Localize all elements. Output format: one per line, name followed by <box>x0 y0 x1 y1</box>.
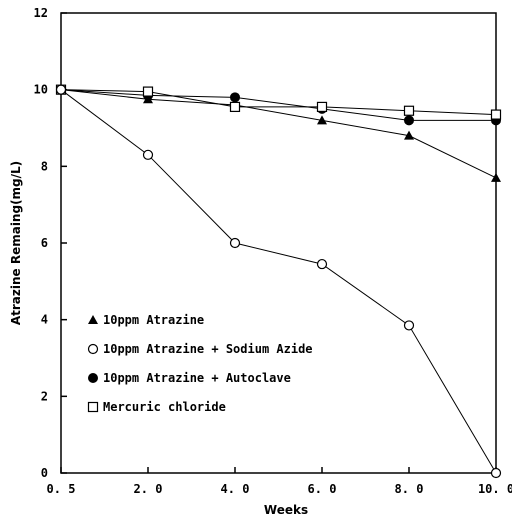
x-tick-label: 0. 5 <box>47 482 76 496</box>
series-markers-4 <box>55 84 502 120</box>
data-point <box>230 92 240 103</box>
data-point <box>490 109 502 120</box>
data-point <box>142 149 154 160</box>
data-point <box>316 101 328 113</box>
legend-label: 10ppm Atrazine + Autoclave <box>103 371 291 385</box>
data-point <box>143 94 153 104</box>
legend-label: 10ppm Atrazine <box>103 313 204 327</box>
series-line <box>60 89 497 116</box>
x-tick-label: 2. 0 <box>134 482 163 496</box>
legend-marker <box>88 315 98 324</box>
series-line <box>60 89 496 121</box>
legend-item: 10ppm Atrazine + Sodium Azide <box>87 342 313 356</box>
series-line <box>60 89 497 179</box>
series-line <box>60 89 497 474</box>
y-tick-label: 12 <box>34 6 48 20</box>
y-tick-label: 4 <box>41 313 48 327</box>
series-4 <box>60 89 497 116</box>
legend-item: Mercuric chloride <box>87 400 226 414</box>
series-3 <box>60 89 496 121</box>
legend-marker <box>87 401 99 413</box>
data-point <box>142 86 154 97</box>
data-point <box>229 237 241 249</box>
data-point <box>403 320 415 331</box>
x-tick-label: 6. 0 <box>308 482 337 496</box>
x-tick-label: 10. 0 <box>478 482 512 496</box>
legend-marker <box>87 343 99 355</box>
data-point <box>229 101 241 113</box>
data-point <box>404 115 414 126</box>
data-point <box>316 258 328 270</box>
series-markers-1 <box>56 84 501 182</box>
data-point <box>317 115 327 125</box>
axes: 0 2 4 6 8 10 12 0. 5 2. 0 4. 0 6. 0 8. 0 10. 0 <box>34 6 512 496</box>
data-point <box>490 467 502 479</box>
x-tick-label: 4. 0 <box>221 482 250 496</box>
x-axis-label: Weeks <box>264 503 308 517</box>
series-layer <box>55 84 502 479</box>
series-markers-2 <box>55 84 502 479</box>
legend-label: Mercuric chloride <box>103 400 226 414</box>
data-point <box>55 84 67 95</box>
data-point <box>491 172 501 182</box>
legend-item: 10ppm Atrazine + Autoclave <box>88 371 291 385</box>
y-tick-label: 6 <box>41 236 48 250</box>
series-1 <box>60 89 497 179</box>
legend: 10ppm Atrazine 10ppm Atrazine + Sodium Az… <box>87 313 313 414</box>
data-point <box>403 105 415 116</box>
y-tick-label: 10 <box>34 83 48 97</box>
legend-marker <box>88 373 98 383</box>
y-axis-label: Atrazine Remaing(mg/L) <box>9 161 23 325</box>
y-tick-label: 8 <box>41 159 48 173</box>
x-tick-label: 8. 0 <box>395 482 424 496</box>
legend-label: 10ppm Atrazine + Sodium Azide <box>103 342 313 356</box>
series-2 <box>60 89 497 474</box>
y-tick-label: 2 <box>41 389 48 403</box>
y-tick-label: 0 <box>41 466 48 480</box>
legend-item: 10ppm Atrazine <box>88 313 204 327</box>
data-point <box>404 130 414 140</box>
